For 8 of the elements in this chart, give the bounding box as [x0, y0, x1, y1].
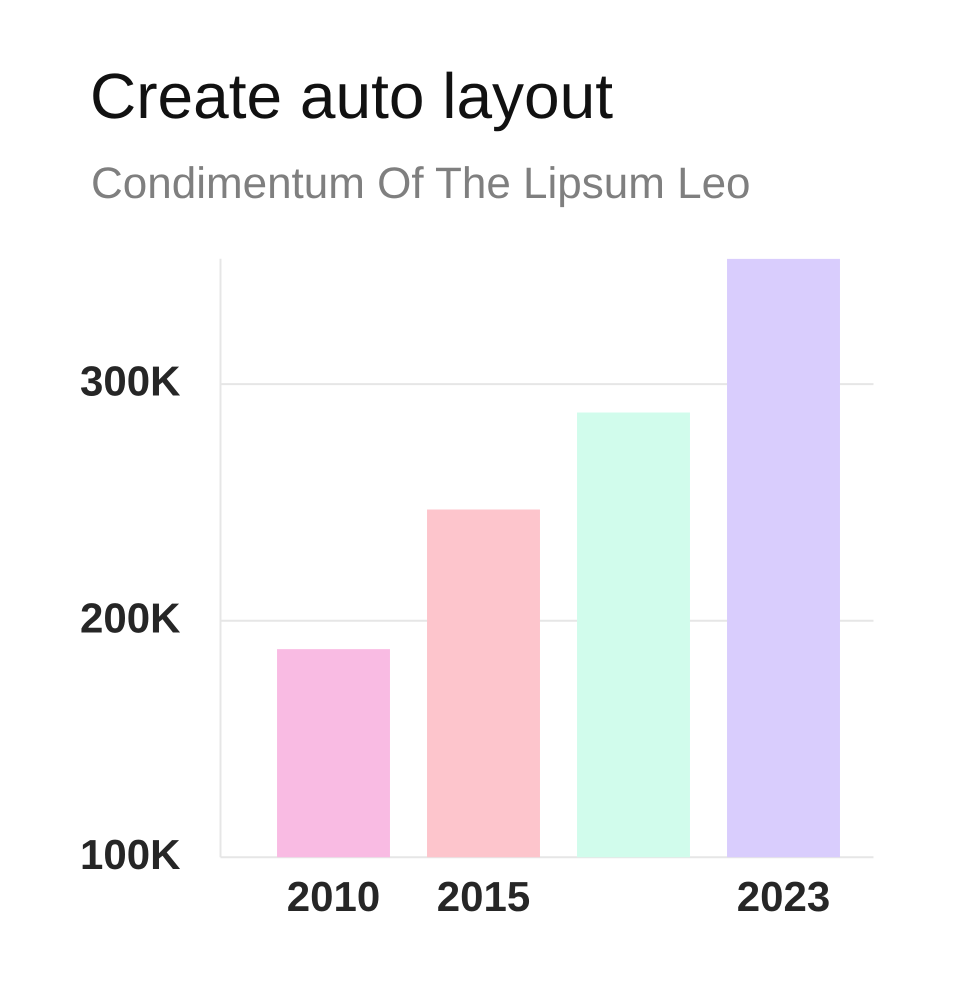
- chart-title: Create auto layout: [90, 60, 613, 132]
- y-tick-label: 100K: [80, 830, 180, 878]
- y-tick-label: 300K: [80, 358, 180, 405]
- chart-subtitle: Condimentum Of The Lipsum Leo: [91, 159, 751, 208]
- x-tick-label: 2023: [736, 873, 830, 920]
- x-tick-label: 2010: [286, 873, 380, 920]
- x-tick-label: 2015: [436, 873, 530, 920]
- y-tick-label: 200K: [80, 594, 180, 642]
